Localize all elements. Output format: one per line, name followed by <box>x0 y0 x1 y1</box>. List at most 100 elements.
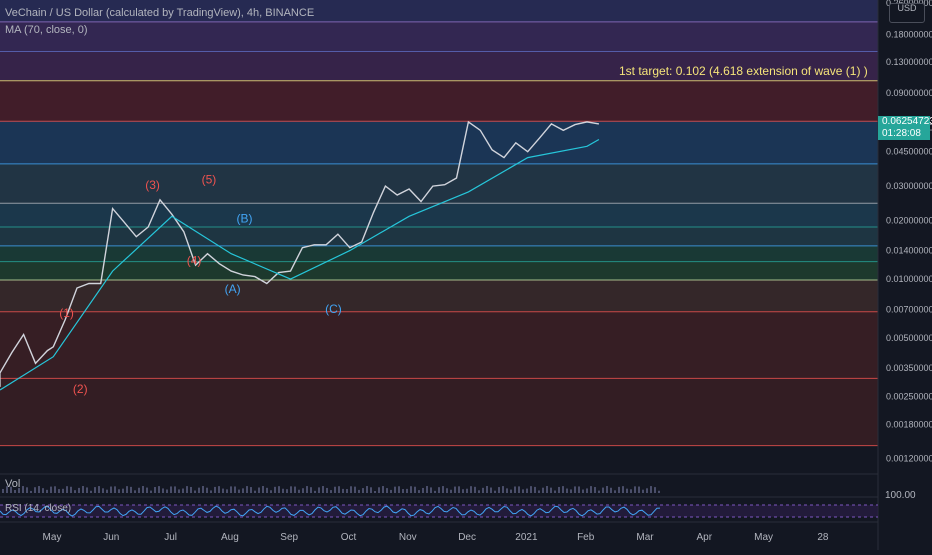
volume-bar <box>270 490 272 493</box>
volume-bar <box>658 490 660 493</box>
wave-label: (4) <box>187 253 202 267</box>
currency-badge[interactable]: USD <box>889 3 925 23</box>
rsi-line <box>0 505 661 517</box>
volume-bar <box>86 487 88 493</box>
volume-bar <box>654 487 656 493</box>
wave-label: (3) <box>145 178 160 192</box>
volume-bar <box>78 487 80 493</box>
volume-bar <box>138 487 140 493</box>
volume-bar <box>562 486 564 493</box>
volume-bar <box>318 487 320 493</box>
y-tick-label: 0.00120000 <box>886 454 932 464</box>
volume-bar <box>302 488 304 493</box>
volume-bar <box>258 487 260 493</box>
volume-bar <box>534 486 536 493</box>
volume-bar <box>274 486 276 493</box>
volume-bar <box>254 490 256 493</box>
volume-bar <box>494 490 496 493</box>
volume-bar <box>222 488 224 493</box>
volume-bar <box>178 489 180 493</box>
bar-countdown: 01:28:08 <box>882 128 921 139</box>
volume-bar <box>530 486 532 493</box>
volume-bar <box>262 486 264 493</box>
volume-bar <box>130 486 132 493</box>
y-tick-label: 0.00180000 <box>886 419 932 429</box>
volume-bar <box>482 487 484 493</box>
y-tick-label: 0.00500000 <box>886 333 932 343</box>
volume-bar <box>354 486 356 493</box>
volume-bar <box>542 487 544 493</box>
volume-bar <box>430 487 432 493</box>
volume-bar <box>126 486 128 493</box>
volume-bar <box>346 489 348 493</box>
volume-bar <box>386 488 388 493</box>
volume-bar <box>314 490 316 493</box>
volume-bar <box>142 486 144 493</box>
volume-bar <box>174 486 176 493</box>
wave-label: (1) <box>59 306 74 320</box>
annotation-first-target: 1st target: 0.102 (4.618 extension of wa… <box>619 64 868 78</box>
volume-bar <box>630 489 632 493</box>
volume-bar <box>46 489 48 493</box>
volume-bar <box>378 487 380 493</box>
volume-bar <box>518 486 520 493</box>
volume-bar <box>422 487 424 493</box>
volume-bar <box>306 486 308 493</box>
volume-bar <box>210 490 212 493</box>
volume-bar <box>194 490 196 493</box>
fib-band <box>0 203 878 228</box>
volume-bar <box>286 489 288 493</box>
volume-bar <box>474 486 476 493</box>
volume-bar <box>342 488 344 493</box>
y-tick-label: 0.13000000 <box>886 57 932 67</box>
volume-bar <box>70 486 72 493</box>
volume-bar <box>370 487 372 493</box>
volume-bar <box>2 488 4 493</box>
wave-label: (5) <box>202 172 217 186</box>
volume-bar <box>598 490 600 493</box>
volume-bar <box>486 486 488 493</box>
x-tick-label: Apr <box>697 532 713 543</box>
fib-band <box>0 21 878 52</box>
volume-bar <box>246 486 248 493</box>
volume-bar <box>510 489 512 493</box>
volume-bar <box>82 486 84 493</box>
volume-bar <box>162 488 164 493</box>
volume-bar <box>186 486 188 493</box>
volume-bar <box>10 486 12 493</box>
volume-bar <box>506 488 508 493</box>
volume-bar <box>538 490 540 493</box>
volume-bar <box>490 487 492 493</box>
volume-bar <box>606 486 608 493</box>
volume-bar <box>454 486 456 493</box>
x-tick-label: Jul <box>164 532 177 543</box>
volume-bar <box>150 490 152 493</box>
fib-band <box>0 163 878 204</box>
x-tick-label: Aug <box>221 532 239 543</box>
volume-bar <box>574 486 576 493</box>
volume-bar <box>290 486 292 493</box>
x-tick-label: Feb <box>577 532 595 543</box>
y-tick-label: 0.00250000 <box>886 392 932 402</box>
y-tick-label: 0.02000000 <box>886 215 932 225</box>
volume-bar <box>214 486 216 493</box>
volume-bar <box>418 490 420 493</box>
volume-bar <box>26 487 28 493</box>
volume-bar <box>6 486 8 493</box>
volume-bar <box>18 488 20 493</box>
y-tick-label: 0.04500000 <box>886 147 932 157</box>
volume-bar <box>554 490 556 493</box>
last-price-value: 0.06254723 <box>882 116 932 127</box>
y-tick-label: 0.01400000 <box>886 246 932 256</box>
volume-bar <box>478 490 480 493</box>
volume-bar <box>206 487 208 493</box>
volume-bar <box>158 486 160 493</box>
volume-bar <box>374 490 376 493</box>
y-tick-label: 0.00700000 <box>886 304 932 314</box>
volume-bar <box>226 489 228 493</box>
volume-bar <box>546 486 548 493</box>
x-tick-label: May <box>754 532 773 543</box>
volume-bar <box>502 486 504 493</box>
